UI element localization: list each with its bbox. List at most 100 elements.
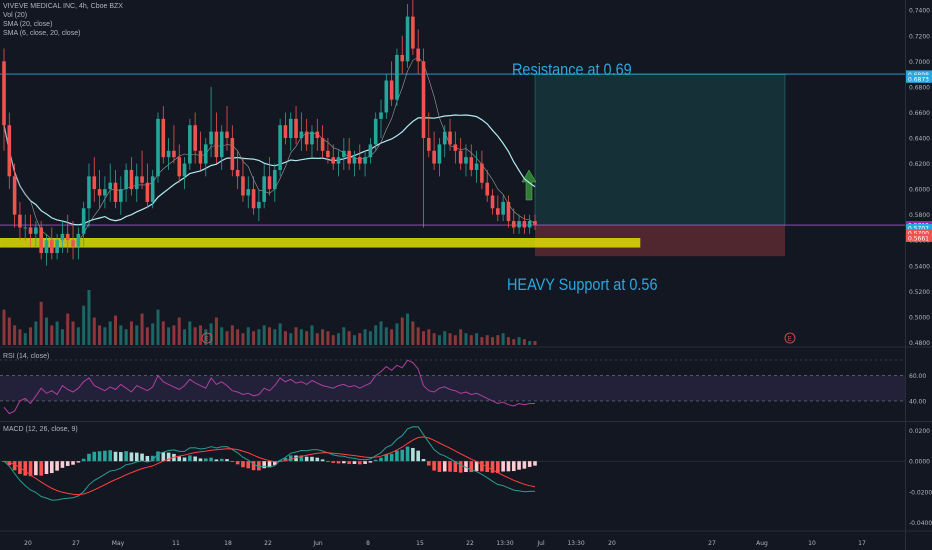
vol-legend[interactable]: Vol (20) [3,12,28,19]
candle[interactable] [257,201,261,209]
candle[interactable] [267,176,272,190]
candle[interactable] [262,176,266,202]
candle[interactable] [448,131,452,145]
candle[interactable] [214,131,219,158]
candle[interactable] [458,150,463,164]
candle[interactable] [241,176,245,196]
candle[interactable] [113,182,118,202]
candle[interactable] [150,176,155,202]
candle[interactable] [246,189,251,196]
candle[interactable] [60,233,65,241]
candle[interactable] [134,176,139,190]
candle[interactable] [315,131,320,138]
candle[interactable] [357,157,362,164]
candle[interactable] [511,221,516,228]
candle[interactable] [490,195,495,209]
candle[interactable] [474,163,479,170]
sma-legend[interactable]: SMA (20, close) [3,21,53,28]
earnings-marker-icon[interactable] [201,332,213,344]
candle[interactable] [28,227,33,234]
candle[interactable] [427,138,431,151]
earnings-marker-icon[interactable] [784,332,796,344]
candle[interactable] [395,54,399,100]
candle[interactable] [140,176,144,183]
support-annotation[interactable]: HEAVY Support at 0.56 [507,275,658,294]
macd-legend[interactable]: MACD (12, 26, close, 9) [3,426,78,433]
candle[interactable] [49,240,54,253]
candle[interactable] [368,144,373,158]
candle[interactable] [405,16,410,62]
candle[interactable] [363,157,367,164]
candle[interactable] [347,150,351,164]
candle[interactable] [496,208,500,215]
candle[interactable] [235,169,240,177]
candle[interactable] [23,227,28,229]
candle[interactable] [76,233,81,247]
candle[interactable] [464,157,468,164]
candle[interactable] [2,61,6,126]
candle[interactable] [198,150,203,164]
candle[interactable] [219,131,224,158]
candle[interactable] [161,118,166,158]
candle[interactable] [432,150,436,164]
rsi-legend[interactable]: RSI (14, close) [3,353,50,360]
candle[interactable] [65,233,70,241]
candle[interactable] [336,157,341,164]
candle[interactable] [251,189,256,209]
candle[interactable] [225,131,229,138]
candle[interactable] [331,157,336,164]
candle[interactable] [97,189,102,196]
candle[interactable] [469,157,474,170]
candle[interactable] [103,189,107,196]
candle[interactable] [55,240,59,253]
candle[interactable] [517,221,521,228]
candle[interactable] [108,182,112,190]
candle[interactable] [506,201,511,222]
candle[interactable] [522,221,527,228]
candle[interactable] [18,214,22,228]
candle[interactable] [527,221,532,228]
candle[interactable] [172,150,176,158]
candle[interactable] [188,125,192,164]
candle[interactable] [480,163,484,183]
candle[interactable] [310,131,314,145]
sma2-legend[interactable]: SMA (6, close, 20, close) [3,30,81,37]
candle[interactable] [304,131,309,145]
candle[interactable] [501,201,505,215]
candle[interactable] [129,169,134,190]
candle[interactable] [177,157,182,177]
candle[interactable] [44,240,49,253]
candle[interactable] [119,189,123,202]
candle[interactable] [373,118,378,145]
candle[interactable] [203,144,208,164]
candle[interactable] [342,150,346,158]
profit-zone[interactable] [534,73,786,226]
candle[interactable] [156,118,160,177]
candle[interactable] [145,182,150,202]
candle[interactable] [352,157,357,164]
candle[interactable] [278,125,282,170]
candle[interactable] [294,118,298,138]
candle[interactable] [384,80,389,113]
candle[interactable] [92,176,97,190]
candle[interactable] [416,48,420,62]
candle[interactable] [230,138,235,170]
candle[interactable] [299,131,304,138]
candle[interactable] [320,138,325,151]
candle[interactable] [437,144,442,164]
candle[interactable] [39,227,43,253]
candle[interactable] [533,221,537,225]
candle[interactable] [12,176,17,215]
candle[interactable] [326,150,330,158]
candle[interactable] [273,169,277,190]
candle[interactable] [379,112,383,119]
candle[interactable] [124,169,128,190]
candle[interactable] [421,61,426,139]
support-zone[interactable] [0,238,641,248]
candle[interactable] [34,227,38,234]
candle[interactable] [71,240,75,247]
candle[interactable] [87,176,91,209]
candle[interactable] [389,80,394,100]
candle[interactable] [81,208,86,234]
